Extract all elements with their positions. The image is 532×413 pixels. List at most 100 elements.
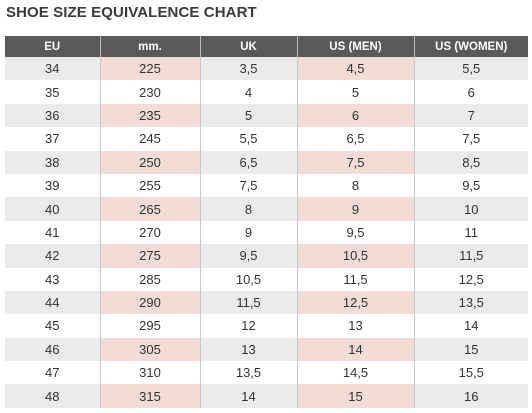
table-head: EU mm. UK US (MEN) US (WOMEN): [5, 36, 528, 57]
table-cell: 10: [413, 197, 528, 221]
table-cell: 12: [199, 314, 297, 338]
size-table: EU mm. UK US (MEN) US (WOMEN) 34 225 3,5 4,5 5,5…: [5, 36, 528, 408]
table-cell: 41: [45, 224, 60, 240]
table-cell: 10,5: [199, 267, 297, 291]
table-cell: 295: [99, 314, 200, 338]
table-cell: 38: [5, 150, 100, 174]
table-cell: 15: [296, 384, 414, 408]
table-cell: 42: [5, 244, 100, 268]
table-row: 37 245 5,5 6,5 7,5: [5, 127, 528, 151]
chart-title: SHOE SIZE EQUIVALENCE CHART: [6, 4, 257, 21]
table-cell: 235: [99, 103, 200, 128]
table-row: 40 265 8 9 10: [5, 197, 528, 221]
table-cell: 4: [199, 80, 297, 104]
table-cell: 5,5: [199, 127, 297, 151]
table-cell: 225: [99, 57, 200, 81]
column-header: US (WOMEN): [413, 36, 528, 57]
table-cell: 255: [99, 173, 200, 198]
table-cell: 13,5: [199, 361, 297, 385]
table-cell: 34: [5, 57, 100, 81]
table-cell: 8: [199, 197, 297, 221]
table-row: 48 315 14 15 16: [5, 384, 528, 408]
table-cell: 13: [296, 314, 414, 338]
table-cell: 9: [199, 220, 297, 245]
table-row: 45 295 12 13 14: [5, 314, 528, 338]
table-cell: 7,5: [199, 173, 297, 198]
table-cell: 43: [45, 271, 60, 287]
table-cell: 5: [296, 80, 414, 104]
table-row: 35 230 4 5 6: [5, 80, 528, 104]
table-cell: 35: [45, 84, 60, 100]
table-cell: 14: [413, 314, 528, 338]
table-cell: 37: [45, 131, 60, 147]
table-cell: 265: [99, 197, 200, 221]
table-row: 41 270 9 9,5 11: [5, 220, 528, 245]
table-cell: 39: [45, 178, 60, 194]
table-cell: 3,5: [199, 57, 297, 81]
table-cell: 40: [5, 197, 100, 221]
table-cell: 12,5: [296, 290, 414, 315]
table-cell: 45: [45, 318, 60, 334]
table-row: 38 250 6,5 7,5 8,5: [5, 150, 528, 174]
table-cell: 13,5: [413, 290, 528, 315]
table-cell: 290: [99, 290, 200, 315]
table-cell: 8,5: [413, 150, 528, 174]
table-row: 42 275 9,5 10,5 11,5: [5, 244, 528, 268]
table-cell: 16: [413, 384, 528, 408]
table-row: 47 310 13,5 14,5 15,5: [5, 361, 528, 385]
table-cell: 285: [99, 267, 200, 291]
table-row: 44 290 11,5 12,5 13,5: [5, 290, 528, 315]
table-cell: 230: [99, 80, 200, 104]
table-row: 34 225 3,5 4,5 5,5: [5, 57, 528, 81]
table-cell: 13: [199, 337, 297, 362]
table-row: 39 255 7,5 8 9,5: [5, 173, 528, 198]
table-cell: 14: [199, 384, 297, 408]
table-body: 34 225 3,5 4,5 5,5 35 230 4 5 6 36 235 5 6 7 37 245 5,5 6,…: [5, 57, 528, 408]
table-cell: 270: [99, 220, 200, 245]
column-header: EU: [5, 36, 100, 57]
table-cell: 11,5: [413, 244, 528, 268]
table-cell: 6,5: [296, 127, 414, 151]
column-header: UK: [199, 36, 297, 57]
table-cell: 11,5: [199, 290, 297, 315]
table-cell: 305: [99, 337, 200, 362]
table-cell: 6: [413, 80, 528, 104]
header-row: EU mm. UK US (MEN) US (WOMEN): [5, 36, 528, 57]
table-cell: 15,5: [413, 361, 528, 385]
table-cell: 7: [413, 103, 528, 128]
table-cell: 9,5: [413, 173, 528, 198]
table-cell: 15: [413, 337, 528, 362]
table-cell: 36: [5, 103, 100, 128]
table-cell: 5,5: [413, 57, 528, 81]
table-cell: 5: [199, 103, 297, 128]
table-cell: 9,5: [296, 220, 414, 245]
table-cell: 6: [296, 103, 414, 128]
table-cell: 9: [296, 197, 414, 221]
table-cell: 14: [296, 337, 414, 362]
column-header: mm.: [99, 36, 200, 57]
table-cell: 12,5: [413, 267, 528, 291]
table-cell: 46: [5, 337, 100, 362]
table-cell: 6,5: [199, 150, 297, 174]
table-cell: 275: [99, 244, 200, 268]
table-cell: 44: [5, 290, 100, 315]
table-row: 43 285 10,5 11,5 12,5: [5, 267, 528, 291]
table-cell: 245: [99, 127, 200, 151]
table-cell: 250: [99, 150, 200, 174]
table-cell: 10,5: [296, 244, 414, 268]
table-cell: 11: [413, 220, 528, 245]
table-cell: 8: [296, 173, 414, 198]
table-row: 36 235 5 6 7: [5, 103, 528, 128]
column-header: US (MEN): [296, 36, 414, 57]
table-cell: 11,5: [296, 267, 414, 291]
table-cell: 315: [99, 384, 200, 408]
table-cell: 7,5: [413, 127, 528, 151]
table-cell: 14,5: [296, 361, 414, 385]
table-cell: 4,5: [296, 57, 414, 81]
table-cell: 7,5: [296, 150, 414, 174]
table-cell: 310: [99, 361, 200, 385]
table-cell: 48: [5, 384, 100, 408]
table-row: 46 305 13 14 15: [5, 337, 528, 362]
table-cell: 9,5: [199, 244, 297, 268]
